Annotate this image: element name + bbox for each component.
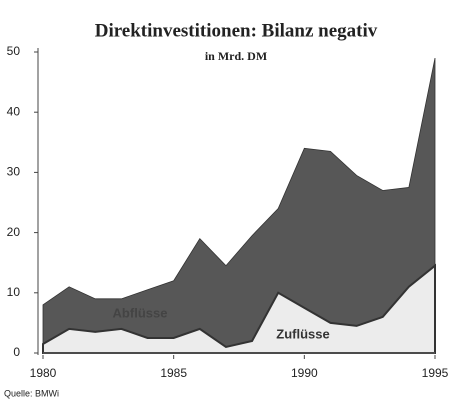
y-tick-label: 20: [7, 225, 21, 239]
y-tick-label: 0: [13, 345, 20, 359]
y-tick-label: 10: [7, 285, 21, 299]
x-tick-label: 1985: [160, 366, 187, 380]
area: [42, 263, 436, 354]
source: Quelle: BMWi: [4, 388, 59, 398]
x-tick-label: 1980: [30, 366, 57, 380]
series-label: Zuflüsse: [276, 326, 329, 341]
x-tick-label: 1995: [422, 366, 449, 380]
y-tick-label: 40: [7, 104, 21, 118]
area: [42, 57, 436, 354]
y-tick-label: 50: [7, 44, 21, 58]
chart-title: Direktinvestitionen: Bilanz negativ: [95, 20, 378, 41]
chart-subtitle: in Mrd. DM: [205, 49, 267, 63]
series-label: Abflüsse: [113, 305, 168, 320]
y-tick-label: 30: [7, 165, 21, 179]
x-tick-label: 1990: [291, 366, 318, 380]
